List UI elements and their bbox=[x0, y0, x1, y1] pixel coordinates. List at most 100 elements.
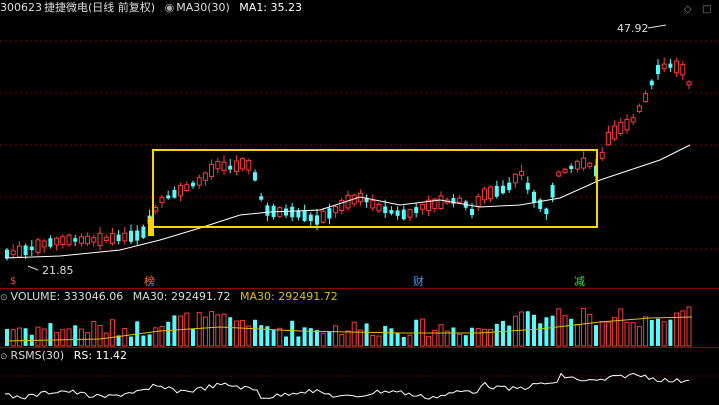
volume-bar bbox=[116, 335, 121, 346]
candle bbox=[202, 172, 208, 181]
diamond-icon[interactable]: ◇ bbox=[684, 4, 692, 15]
candle bbox=[389, 210, 394, 214]
volume-bar bbox=[525, 311, 530, 346]
volume-bar bbox=[103, 332, 109, 347]
marker-corner[interactable]: $ bbox=[10, 276, 17, 287]
volume-bar bbox=[364, 323, 369, 346]
volume-bar bbox=[494, 323, 499, 346]
candle bbox=[432, 198, 438, 209]
candle bbox=[122, 232, 128, 242]
volume-bar bbox=[463, 335, 468, 346]
volume-bar bbox=[357, 329, 363, 347]
candle bbox=[419, 204, 425, 210]
volume-bar bbox=[277, 327, 283, 347]
volume-bar bbox=[451, 327, 456, 346]
volume-panel[interactable]: ⊙ VOLUME: 333046.06 MA30: 292491.72 MA30:… bbox=[0, 289, 719, 347]
volume-bar bbox=[333, 325, 339, 347]
volume-bar bbox=[153, 327, 159, 347]
volume-ma-a: MA30: 292491.72 bbox=[132, 290, 231, 303]
volume-bar bbox=[538, 323, 543, 346]
candle bbox=[296, 210, 301, 218]
low-arrow bbox=[27, 265, 39, 271]
volume-bar bbox=[240, 320, 246, 347]
candle bbox=[649, 80, 654, 86]
volume-bar bbox=[345, 330, 351, 347]
volume-bar bbox=[233, 320, 239, 347]
volume-bar bbox=[618, 308, 624, 347]
rsms-panel[interactable]: ⊙ RSMS(30) RS: 11.42 bbox=[0, 348, 719, 405]
volume-bar bbox=[432, 329, 438, 347]
volume-bar bbox=[475, 328, 481, 347]
candle bbox=[569, 165, 574, 170]
candle bbox=[228, 165, 233, 170]
candle bbox=[284, 208, 288, 216]
candle bbox=[339, 199, 345, 212]
volume-bar bbox=[23, 328, 28, 346]
marker-bang[interactable]: 榜 bbox=[144, 275, 155, 288]
volume-bar bbox=[581, 307, 587, 347]
candle bbox=[41, 240, 47, 248]
candle bbox=[302, 210, 307, 222]
indicator-name[interactable]: MA30(30) bbox=[176, 1, 230, 14]
volume-bar bbox=[48, 323, 53, 346]
candle bbox=[10, 250, 16, 256]
volume-bar bbox=[574, 324, 580, 347]
candle bbox=[451, 198, 456, 204]
candle bbox=[308, 214, 313, 222]
volume-bar bbox=[228, 317, 233, 346]
candle bbox=[73, 238, 78, 242]
volume-bar bbox=[296, 336, 301, 346]
volume-bar bbox=[35, 326, 41, 347]
volume-bar bbox=[401, 336, 406, 346]
price-panel[interactable]: 300623 捷捷微电(日线 前复权) ◉ MA30(30) MA1: 35.23 … bbox=[0, 0, 719, 288]
volume-bar bbox=[661, 321, 667, 347]
rsms-icon[interactable]: ⊙ bbox=[0, 352, 8, 362]
square-icon[interactable]: □ bbox=[702, 4, 712, 15]
volume-bar bbox=[159, 326, 165, 347]
candle bbox=[209, 163, 215, 177]
volume-bar bbox=[383, 325, 388, 346]
candle bbox=[141, 226, 146, 238]
volume-bar bbox=[470, 327, 474, 346]
volume-bar bbox=[202, 316, 208, 347]
candle bbox=[470, 208, 474, 216]
candle bbox=[23, 245, 28, 256]
volume-label: VOLUME: 333046.06 bbox=[10, 290, 124, 303]
volume-bar bbox=[284, 336, 288, 346]
volume-header: ⊙ VOLUME: 333046.06 MA30: 292491.72 MA30:… bbox=[0, 289, 719, 305]
volume-bar bbox=[172, 315, 177, 346]
volume-bar bbox=[147, 334, 152, 346]
volume-bar bbox=[302, 327, 307, 346]
volume-icon[interactable]: ⊙ bbox=[0, 293, 8, 303]
candle bbox=[153, 207, 159, 212]
volume-bar bbox=[643, 316, 649, 347]
candle bbox=[475, 196, 481, 207]
volume-bar bbox=[550, 315, 555, 346]
volume-bar bbox=[327, 332, 332, 346]
volume-bar bbox=[122, 328, 128, 347]
candle bbox=[196, 177, 202, 186]
candle bbox=[414, 207, 419, 214]
candle bbox=[327, 208, 332, 219]
candle bbox=[507, 182, 512, 191]
candle bbox=[512, 173, 518, 184]
marker-jian[interactable]: 减 bbox=[574, 275, 585, 288]
candle bbox=[562, 168, 568, 173]
rsms-header: ⊙ RSMS(30) RS: 11.42 bbox=[0, 348, 719, 364]
candle bbox=[599, 151, 605, 159]
volume-bar bbox=[221, 313, 227, 347]
volume-bar bbox=[594, 325, 598, 346]
volume-bar bbox=[630, 322, 636, 347]
candle bbox=[624, 118, 630, 131]
volume-bar bbox=[60, 329, 66, 347]
indicator-dropdown-icon[interactable]: ◉ bbox=[164, 1, 175, 14]
volume-bar bbox=[320, 332, 326, 347]
volume-bar bbox=[166, 321, 171, 346]
candle bbox=[265, 205, 270, 216]
volume-bar bbox=[656, 318, 660, 346]
volume-bar bbox=[438, 324, 444, 347]
candle bbox=[364, 197, 369, 203]
marker-cai[interactable]: 财 bbox=[413, 275, 424, 288]
candle bbox=[438, 195, 444, 209]
candle bbox=[320, 210, 326, 223]
